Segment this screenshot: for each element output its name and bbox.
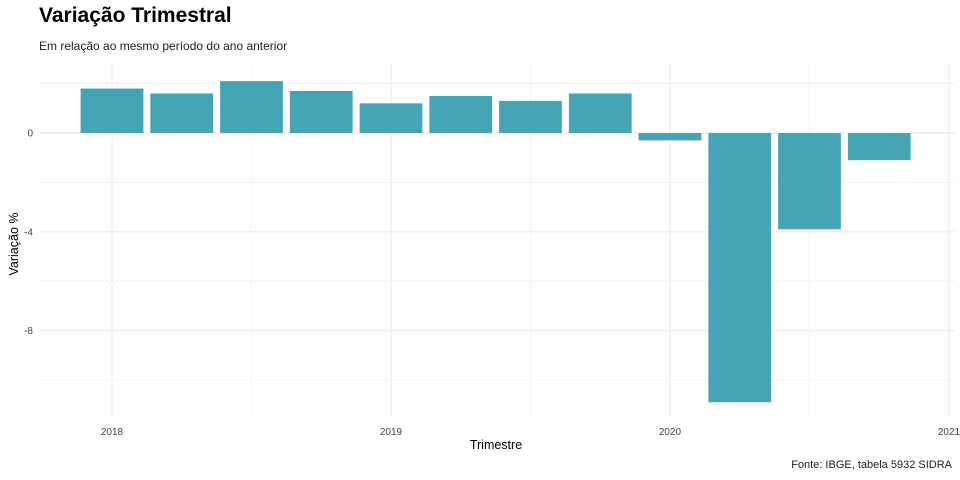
y-tick-label: -4: [24, 227, 33, 238]
bar: [568, 93, 632, 133]
bar: [847, 133, 911, 161]
bar: [499, 100, 562, 133]
x-tick-label: 2019: [380, 427, 403, 438]
bar: [708, 133, 772, 403]
chart-subtitle: Em relação ao mesmo período do ano anter…: [39, 39, 288, 53]
bar: [429, 95, 493, 133]
bar: [638, 133, 702, 141]
bar: [289, 91, 353, 133]
x-tick-label: 2018: [101, 427, 124, 438]
bar: [359, 103, 423, 133]
bar: [80, 88, 144, 133]
chart-title: Variação Trimestral: [39, 4, 232, 27]
y-tick-label: -8: [24, 326, 33, 337]
bar: [220, 81, 283, 133]
x-tick-label: 2020: [659, 427, 682, 438]
bar: [778, 133, 841, 230]
bar: [150, 93, 214, 133]
chart-caption: Fonte: IBGE, tabela 5932 SIDRA: [791, 459, 952, 471]
x-tick-label: 2021: [938, 427, 960, 438]
x-axis-label: Trimestre: [469, 438, 523, 452]
y-tick-label: 0: [27, 129, 33, 140]
